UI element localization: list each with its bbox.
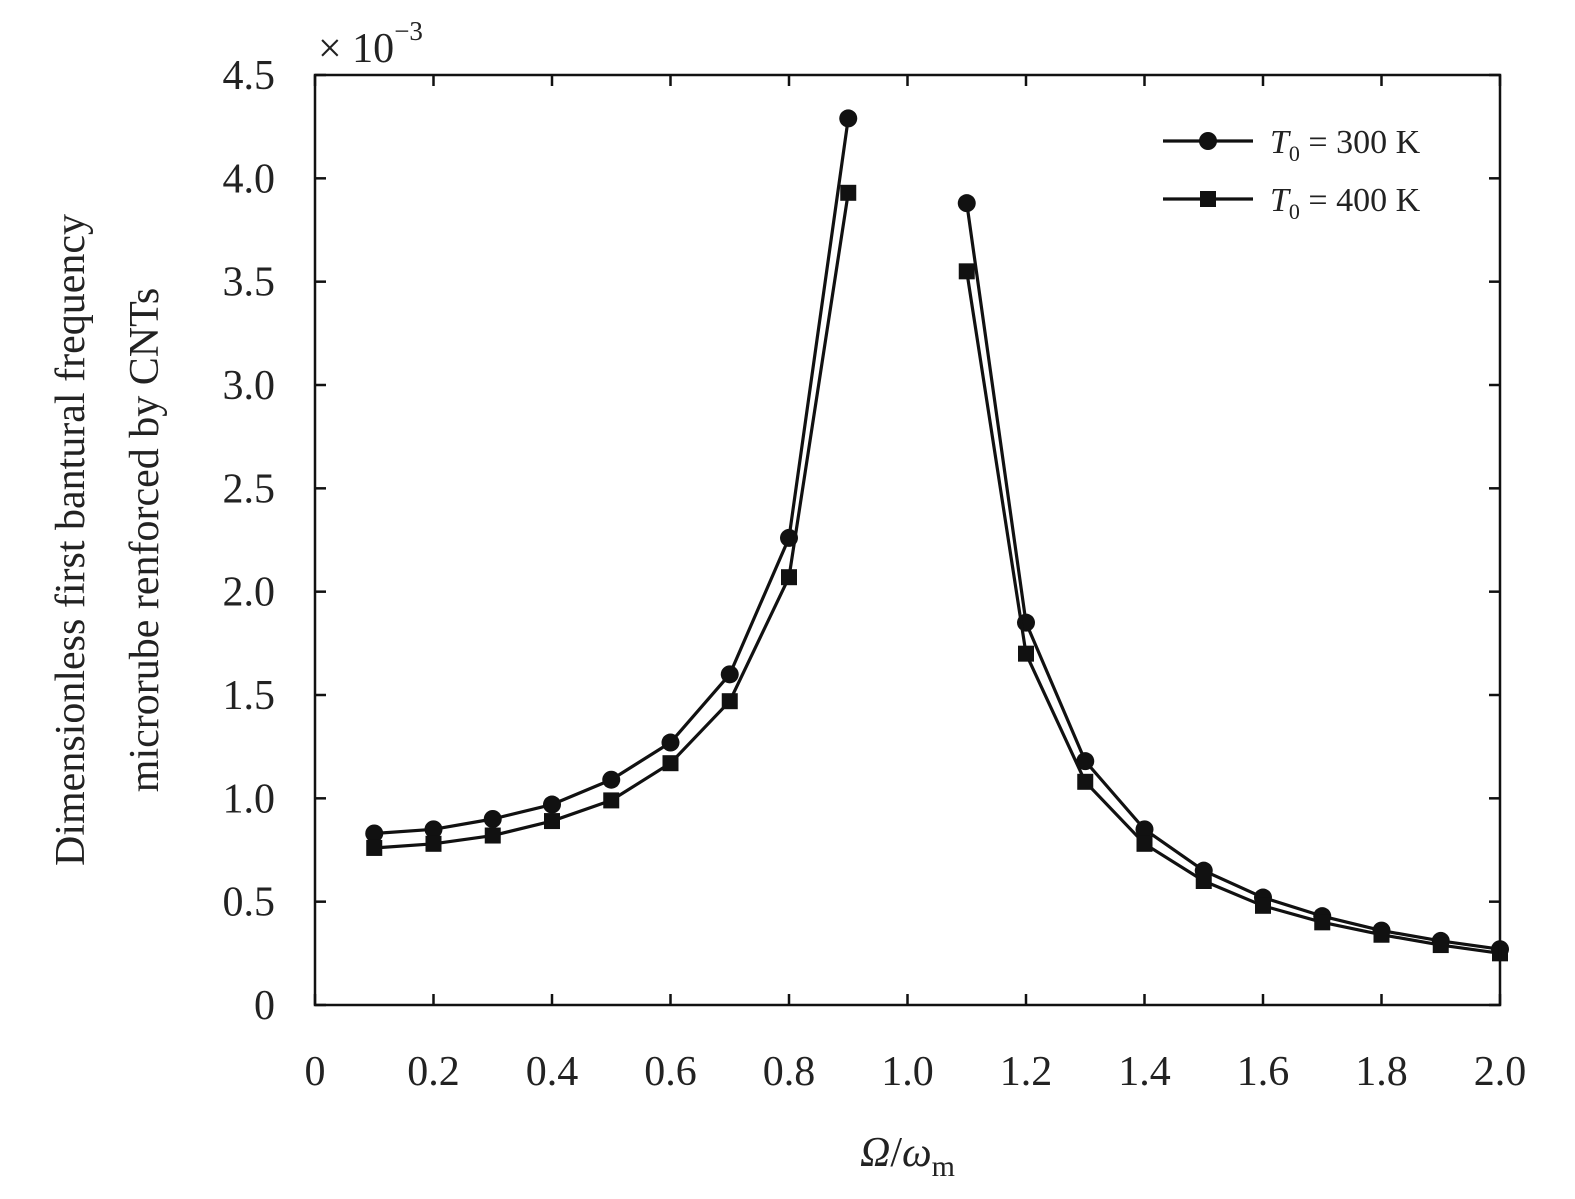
series-line <box>965 202 1501 951</box>
plot-area <box>313 73 1509 1007</box>
data-point <box>840 184 857 201</box>
x-tick-label: 0.4 <box>526 1049 579 1095</box>
x-tick-label: 2.0 <box>1474 1049 1527 1095</box>
data-point <box>603 792 620 809</box>
y-tick-label: 3.5 <box>223 260 276 306</box>
x-axis-symbol-omega: ω <box>902 1130 932 1176</box>
data-point <box>1195 873 1212 889</box>
multiplier-exponent: −3 <box>394 16 423 46</box>
data-point <box>958 263 975 280</box>
data-point <box>484 827 501 844</box>
data-point <box>424 820 443 839</box>
series-line <box>965 271 1501 955</box>
data-point <box>1077 773 1094 790</box>
legend-label: T0 = 300 K <box>1270 124 1421 166</box>
y-tick-label: 0.5 <box>223 880 276 926</box>
y-tick-labels: 0 0.5 1.0 1.5 2.0 2.5 3.0 3.5 4.0 4.5 <box>223 53 276 1029</box>
legend-symbol: T <box>1270 182 1291 219</box>
data-point <box>425 835 442 852</box>
x-axis-title: Ω/ωm <box>860 1130 955 1183</box>
legend-marker <box>1199 132 1217 150</box>
series-1 <box>365 109 1509 959</box>
x-axis-subscript: m <box>932 1150 955 1183</box>
y-tick-label: 0 <box>254 983 275 1029</box>
legend: T0 = 300 KT0 = 400 K <box>1163 124 1421 224</box>
data-point <box>720 665 739 684</box>
data-point <box>662 755 679 772</box>
data-point <box>543 795 561 814</box>
data-point <box>1255 897 1271 914</box>
legend-subscript: 0 <box>1289 199 1300 224</box>
legend-subscript: 0 <box>1289 141 1300 166</box>
y-axis-multiplier: × 10−3 <box>318 16 423 72</box>
legend-value: = 400 K <box>1300 182 1421 219</box>
multiplier-base: × 10 <box>318 26 394 72</box>
x-tick-label: 0.2 <box>407 1049 460 1095</box>
y-tick-label: 2.5 <box>223 466 276 512</box>
x-axis-title-text: Ω/ωm <box>860 1130 955 1183</box>
ticks-layer <box>313 73 1502 1007</box>
multiplier-text: × 10−3 <box>318 16 423 72</box>
legend-item-1: T0 = 300 K <box>1163 124 1421 166</box>
legend-label: T0 = 400 K <box>1270 182 1421 224</box>
y-tick-label: 3.0 <box>223 363 276 409</box>
y-tick-label: 4.5 <box>223 53 276 99</box>
series-line <box>374 192 850 850</box>
series-2 <box>366 184 1508 962</box>
x-tick-label: 0.6 <box>644 1049 697 1095</box>
y-tick-label: 1.5 <box>223 673 276 719</box>
data-point <box>1018 645 1034 662</box>
data-point <box>721 693 738 710</box>
series-line <box>374 118 850 836</box>
data-point <box>1432 937 1449 954</box>
y-axis-title: Dimensionless first bantural frequency mi… <box>48 214 168 866</box>
data-point <box>1373 926 1390 943</box>
x-axis-symbol-omega-cap: Ω <box>860 1130 890 1176</box>
data-point <box>544 813 560 830</box>
data-point <box>602 770 621 789</box>
y-tick-label: 4.0 <box>223 156 276 202</box>
data-point <box>1136 835 1153 852</box>
x-tick-label: 0.8 <box>763 1049 816 1095</box>
y-tick-label: 1.0 <box>223 776 276 822</box>
data-point <box>781 569 797 586</box>
x-tick-label: 0 <box>305 1049 326 1095</box>
x-tick-label: 1.8 <box>1355 1049 1408 1095</box>
data-point <box>957 194 976 213</box>
data-point <box>1135 820 1154 839</box>
legend-marker <box>1200 191 1216 207</box>
x-tick-label: 1.6 <box>1237 1049 1290 1095</box>
data-point <box>483 810 502 828</box>
x-tick-label: 1.2 <box>1000 1049 1053 1095</box>
legend-item-2: T0 = 400 K <box>1163 182 1421 224</box>
data-point <box>839 109 858 128</box>
data-point <box>1076 752 1095 771</box>
legend-symbol: T <box>1270 124 1291 161</box>
y-axis-title-line: Dimensionless first bantural frequency <box>48 214 94 866</box>
x-tick-labels: 0 0.2 0.4 0.6 0.8 1.0 1.2 1.4 1.6 1.8 2.0 <box>305 1049 1527 1095</box>
x-tick-label: 1.4 <box>1118 1049 1171 1095</box>
legend-value: = 300 K <box>1300 124 1421 161</box>
data-point <box>1314 914 1331 931</box>
data-point <box>366 839 383 856</box>
y-tick-label: 2.0 <box>223 570 276 616</box>
x-tick-label: 1.0 <box>881 1049 934 1095</box>
x-axis-separator: / <box>890 1130 902 1176</box>
series-layer <box>365 109 1509 962</box>
data-point <box>365 824 384 843</box>
data-point <box>661 733 680 752</box>
y-axis-title-line: microrube renforced by CNTs <box>122 288 168 792</box>
